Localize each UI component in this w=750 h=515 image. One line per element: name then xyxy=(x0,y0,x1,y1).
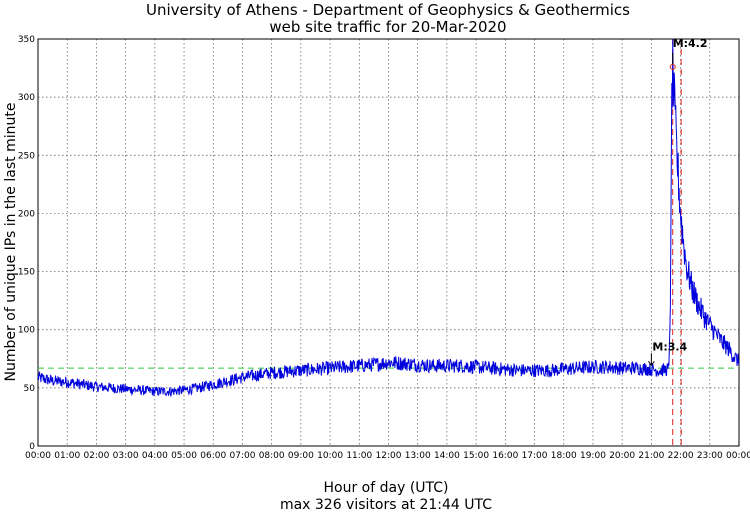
x-tick-label: 02:00 xyxy=(83,451,109,461)
x-tick-label: 21:00 xyxy=(638,451,664,461)
x-tick-label: 16:00 xyxy=(492,451,518,461)
y-tick-label: 100 xyxy=(18,326,35,336)
x-tick-label: 03:00 xyxy=(113,451,139,461)
y-axis-label: Number of unique IPs in the last minute xyxy=(3,103,19,382)
max-visitors-footer: max 326 visitors at 21:44 UTC xyxy=(280,497,492,511)
x-tick-label: 23:00 xyxy=(697,451,723,461)
x-tick-label: 13:00 xyxy=(405,451,431,461)
chart-subtitle: web site traffic for 20-Mar-2020 xyxy=(269,18,506,36)
chart-title: University of Athens - Department of Geo… xyxy=(146,1,630,19)
y-tick-label: 150 xyxy=(18,268,35,278)
y-tick-label: 50 xyxy=(24,384,36,394)
x-tick-label: 20:00 xyxy=(609,451,635,461)
y-tick-label: 200 xyxy=(18,209,35,219)
x-tick-label: 10:00 xyxy=(317,451,343,461)
x-tick-label: 01:00 xyxy=(54,451,80,461)
max-point-marker xyxy=(669,63,676,70)
x-tick-label: 14:00 xyxy=(434,451,460,461)
event-label-m34: M:3.4 xyxy=(652,340,687,353)
x-tick-label: 22:00 xyxy=(668,451,694,461)
x-tick-label: 00:00 xyxy=(25,451,51,461)
traffic-series-line xyxy=(37,38,740,398)
event-label-m42: M:4.2 xyxy=(673,37,708,50)
y-tick-label: 350 xyxy=(18,35,35,45)
x-tick-label: 12:00 xyxy=(376,451,402,461)
grid-lines xyxy=(38,39,739,446)
x-tick-label: 09:00 xyxy=(288,451,314,461)
x-tick-labels: 00:00 01:00 02:00 03:00 04:00 05:00 06:00 07:00… xyxy=(25,451,750,461)
x-tick-label: 04:00 xyxy=(142,451,168,461)
x-tick-label: 07:00 xyxy=(229,451,255,461)
event-annotations: M:3.4 M:4.2 xyxy=(647,37,708,367)
x-tick-label: 08:00 xyxy=(259,451,285,461)
plot-frame xyxy=(37,38,740,447)
y-tick-labels: 0 50 100 150 200 250 300 350 xyxy=(18,35,35,452)
x-tick-label: 00:00 xyxy=(726,451,750,461)
y-tick-label: 0 xyxy=(29,442,35,452)
x-tick-label: 18:00 xyxy=(551,451,577,461)
y-tick-label: 300 xyxy=(18,93,35,103)
x-axis-label: Hour of day (UTC) xyxy=(324,480,449,496)
x-tick-label: 19:00 xyxy=(580,451,606,461)
x-tick-label: 05:00 xyxy=(171,451,197,461)
x-tick-label: 11:00 xyxy=(346,451,372,461)
event-arrowhead-m34 xyxy=(647,360,655,367)
y-tick-label: 250 xyxy=(18,151,35,161)
x-tick-label: 06:00 xyxy=(200,451,226,461)
x-tick-label: 17:00 xyxy=(522,451,548,461)
x-tick-label: 15:00 xyxy=(463,451,489,461)
